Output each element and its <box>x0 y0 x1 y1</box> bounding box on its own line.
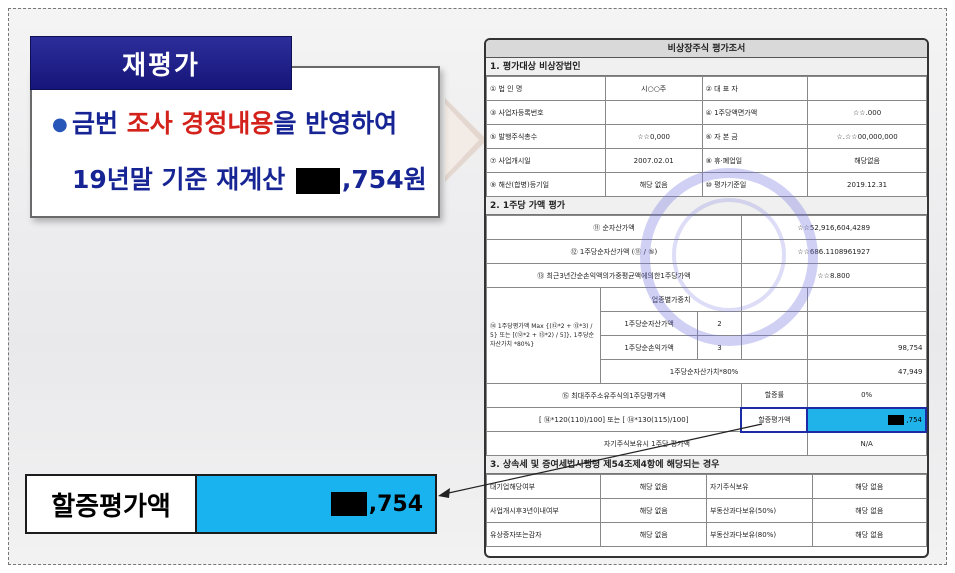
s2-label: ⑫ 1주당순자산가액 (⑪ / ⑤) <box>486 239 742 264</box>
premium-label: 할증평가액 <box>740 406 809 433</box>
s1-row: ① 법 인 명 시○○주 ② 대 표 자 <box>486 76 927 101</box>
right-arrow-icon <box>445 98 487 182</box>
majority-label: ⑮ 최대주주소유주식의1주당평가액 <box>486 383 742 408</box>
s1-label: ⑧ 휴·폐업일 <box>701 148 809 173</box>
redaction-mask <box>295 168 340 194</box>
s1-label: ① 법 인 명 <box>486 76 606 101</box>
valuation-form: 비상장주식 평가조서 1. 평가대상 비상장법인 ① 법 인 명 시○○주 ② 대 … <box>484 38 929 558</box>
s3-row: 사업개시후3년이내여부 해당 없음 부동산과다보유(50%) 해당 없음 <box>486 498 927 523</box>
s1-value: ☆.☆☆00,000,000 <box>807 124 927 149</box>
callout-line-2: 19년말 기준 재계산 ,754원 <box>72 160 427 196</box>
callout-text-a: 금번 <box>72 109 127 138</box>
s1-value <box>807 76 927 101</box>
s1-row: ③ 사업자등록번호 ④ 1주당액면가액 ☆☆.000 <box>486 100 927 125</box>
w-value <box>806 311 927 336</box>
s1-row: ⑤ 발행주식총수 ☆☆0,000 ⑥ 자 본 금 ☆.☆☆00,000,000 <box>486 124 927 149</box>
result-value: ,754 <box>197 476 435 532</box>
s2-label: ⑬ 최근3년간순손익액의가중평균액에의한1주당가액 <box>486 263 742 288</box>
s3-value: 해당 없음 <box>600 474 707 499</box>
s1-label: ⑩ 평가기준일 <box>701 172 809 197</box>
redaction-mask <box>888 414 905 425</box>
s2-value: ☆☆52,916,604,4289 <box>740 215 927 240</box>
w-label: 1주당순자산가액 <box>600 311 698 336</box>
w-weight: 2 <box>696 311 742 336</box>
s3-label: 부동산과다보유(80%) <box>705 522 813 547</box>
s3-value: 해당 없음 <box>811 522 927 547</box>
s1-label: ⑨ 해산(합병)등기일 <box>486 172 606 197</box>
s1-value: 해당 없음 <box>604 172 703 197</box>
s1-row: ⑨ 해산(합병)등기일 해당 없음 ⑩ 평가기준일 2019.12.31 <box>486 172 927 197</box>
w-value: 47,949 <box>806 359 927 384</box>
s3-label: 유상증자또는감자 <box>486 522 602 547</box>
result-value-text: ,754 <box>368 491 423 517</box>
formula-label: ⑭ 1주당평가액 Max {(⑫*2 + ⑬*3) / 5} 또는 [(⑫*2 … <box>486 287 602 384</box>
s3-value: 해당 없음 <box>600 498 707 523</box>
s2-label: ⑪ 순자산가액 <box>486 215 742 240</box>
s3-value: 해당 없음 <box>811 498 927 523</box>
s1-label: ③ 사업자등록번호 <box>486 100 606 125</box>
ratio-value: 0% <box>806 383 927 408</box>
s3-row: 유상증자또는감자 해당 없음 부동산과다보유(80%) 해당 없음 <box>486 522 927 547</box>
s2-value: ☆☆8.800 <box>740 263 927 288</box>
section-3-table: 대기업해당여부 해당 없음 자기주식보유 해당 없음 사업개시후3년이내여부 해당 없음 부… <box>486 474 927 547</box>
s1-value: 2019.12.31 <box>807 172 927 197</box>
s1-value: 2007.02.01 <box>604 148 703 173</box>
redaction-mask <box>330 492 367 516</box>
w-label: 1주당순자산가치*80% <box>600 359 808 384</box>
premium-value: ,754 <box>806 406 927 433</box>
s1-label: ④ 1주당액면가액 <box>701 100 809 125</box>
s3-value: 해당 없음 <box>600 522 707 547</box>
callout-line-1: 금번 조사 경정내용을 반영하여 <box>72 104 397 140</box>
callout-line2-suffix: ,754원 <box>341 165 427 194</box>
reassessment-badge: 재평가 <box>30 36 292 90</box>
s1-label: ⑥ 자 본 금 <box>701 124 809 149</box>
s1-label: ② 대 표 자 <box>701 76 809 101</box>
result-label: 할증평가액 <box>27 476 197 532</box>
weight-header: 업종별가중치 <box>600 287 742 312</box>
section-1-title: 1. 평가대상 비상장법인 <box>486 58 927 76</box>
formula-2: [ ⑭*120(110)/100] 또는 [ ⑭*130(115)/100] <box>486 407 742 432</box>
pointer-arrow-icon <box>438 423 763 498</box>
own-share-label: 자기주식보유시 1주당 평가액 <box>486 431 808 456</box>
callout-text-b: 조사 경정내용 <box>126 109 274 138</box>
s2-value: ☆☆686.1108961927 <box>740 239 927 264</box>
w-value: 98,754 <box>806 335 927 360</box>
callout-text-c: 을 반영하여 <box>273 109 398 138</box>
s1-value: ☆☆0,000 <box>604 124 703 149</box>
s3-label: 부동산과다보유(50%) <box>705 498 813 523</box>
s1-value: 해당없음 <box>807 148 927 173</box>
form-title: 비상장주식 평가조서 <box>486 40 927 58</box>
s1-label: ⑤ 발행주식총수 <box>486 124 606 149</box>
callout-line2-prefix: 19년말 기준 재계산 <box>72 165 294 194</box>
ratio-label: 할증률 <box>740 383 808 408</box>
s1-value: ☆☆.000 <box>807 100 927 125</box>
s1-row: ⑦ 사업개시일 2007.02.01 ⑧ 휴·폐업일 해당없음 <box>486 148 927 173</box>
w-weight: 3 <box>696 335 742 360</box>
s3-label: 사업개시후3년이내여부 <box>486 498 602 523</box>
s3-label: 대기업해당여부 <box>486 474 602 499</box>
s3-value: 해당 없음 <box>811 474 927 499</box>
w-label: 1주당순손익가액 <box>600 335 698 360</box>
section-2-table: ⑪ 순자산가액 ☆☆52,916,604,4289 ⑫ 1주당순자산가액 (⑪ /… <box>486 215 927 456</box>
section-2-title: 2. 1주당 가액 평가 <box>486 197 927 215</box>
premium-result-box: 할증평가액 ,754 <box>25 474 437 534</box>
bullet-icon: ● <box>52 114 68 135</box>
premium-value-text: ,754 <box>906 415 922 424</box>
s1-value <box>604 100 703 125</box>
s1-label: ⑦ 사업개시일 <box>486 148 606 173</box>
s1-value: 시○○주 <box>604 76 703 101</box>
own-share-value: N/A <box>806 431 927 456</box>
callout-box: ● 금번 조사 경정내용을 반영하여 19년말 기준 재계산 ,754원 <box>30 66 440 218</box>
